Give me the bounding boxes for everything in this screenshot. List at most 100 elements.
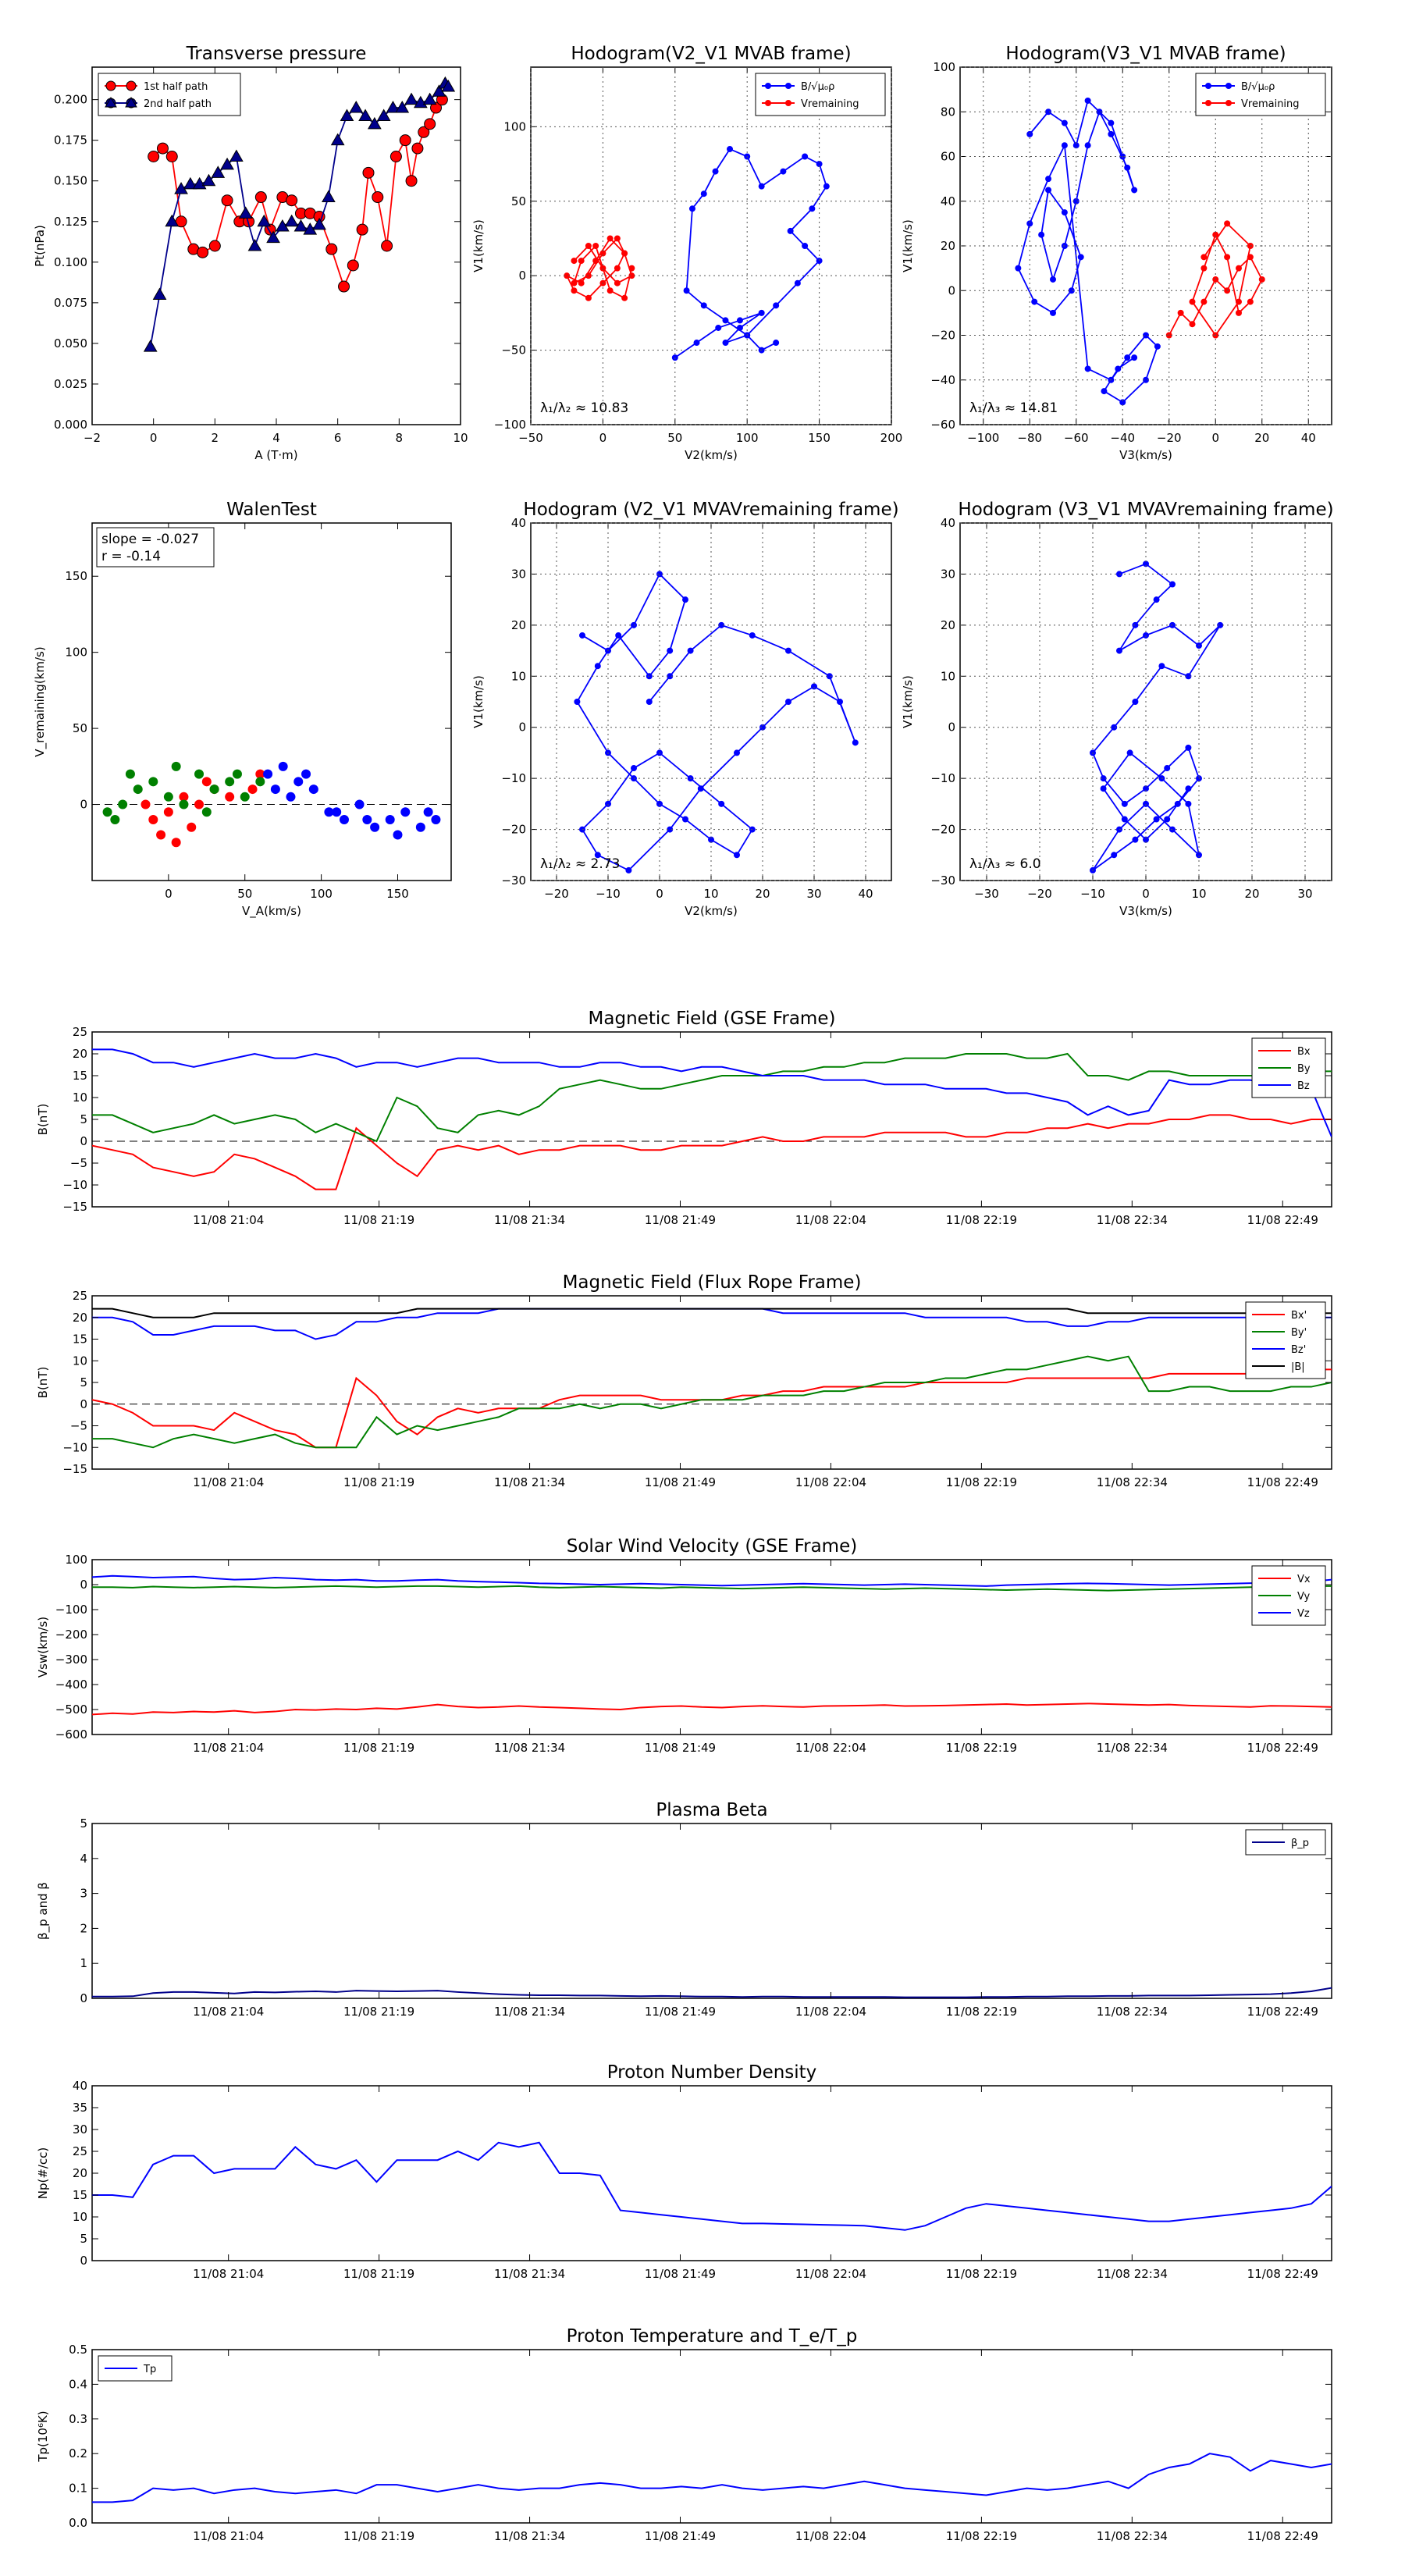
data-point [722,317,729,324]
data-point [1131,354,1138,361]
plot-data [574,571,859,873]
data-point [574,699,581,705]
chart-panel: −15 −10 −5 0 5 10 15 20 25 11/08 21:04 11/08 21:19… [36,1272,1332,1489]
x-tick-label: 30 [806,887,821,901]
chart-title: Hodogram (V2_V1 MVAVremaining frame) [523,500,898,520]
data-point [133,785,143,795]
data-point [347,259,359,272]
x-tick-label: 11/08 21:34 [494,2529,565,2543]
y-tick-label: 0 [80,798,87,812]
data-point [823,183,830,190]
y-tick-label: 20 [511,618,526,632]
data-point [736,324,743,331]
data-point [201,807,212,817]
plot-data [92,1048,1332,1190]
y-axis-label: V1(km/s) [471,675,486,728]
data-point [338,280,350,293]
y-tick-label: −10 [62,1440,87,1454]
legend-marker [1225,83,1232,89]
legend-marker [105,80,116,91]
x-tick-label: 11/08 21:49 [645,1475,716,1489]
data-point [1247,254,1254,261]
x-tick-label: 2 [212,431,219,445]
legend-marker [785,100,791,106]
x-tick-label: 11/08 22:34 [1097,2005,1168,2019]
y-tick-label: 20 [73,2166,87,2180]
data-point [395,101,410,113]
x-axis-label: V_A(km/s) [242,904,301,919]
y-tick-label: 20 [73,1047,87,1061]
x-tick-label: −100 [967,431,999,445]
chart-title: WalenTest [226,500,317,520]
data-point [286,792,296,802]
x-tick-label: 11/08 22:49 [1247,1475,1318,1489]
y-tick-label: 15 [73,1069,87,1083]
series-line [674,148,827,358]
data-point [1177,309,1184,316]
data-point [688,205,695,212]
y-tick-label: 80 [941,105,955,119]
data-point [278,761,288,771]
legend-label: Vremaining [1241,98,1300,110]
chart-panel: 0 5 10 15 20 25 30 35 40 11/08 21:04 11/08 21:19 11… [36,2062,1332,2281]
data-point [179,799,189,809]
chart-panel: −15 −10 −5 0 5 10 15 20 25 11/08 21:04 11/08 21:19… [36,1009,1332,1227]
y-tick-label: −500 [55,1703,87,1717]
x-tick-label: 0 [656,887,663,901]
data-point [1185,744,1192,751]
legend-marker [1205,83,1211,89]
legend-marker [765,83,771,89]
y-tick-label: −30 [930,873,955,888]
legend-box [1245,1301,1326,1379]
series-line [576,572,856,872]
y-tick-label: 15 [73,1332,87,1347]
data-point [682,596,688,603]
y-tick-label: 0.025 [54,377,87,391]
plot-data [1015,97,1265,406]
plot-data [564,145,830,361]
data-point [143,340,158,352]
y-axis-label: V1(km/s) [901,219,915,272]
legend-box [755,73,886,116]
legend-label: Vx [1297,1574,1311,1585]
y-tick-label: 0 [518,720,526,735]
chart-title: Hodogram (V3_V1 MVAVremaining frame) [958,500,1333,520]
data-point [255,777,265,787]
data-point [179,792,189,802]
y-tick-label: 0.050 [54,336,87,350]
chart-title: Magnetic Field (GSE Frame) [589,1009,836,1029]
data-point [340,109,354,121]
data-point [1236,265,1242,272]
y-axis-label: B(nT) [36,1104,50,1136]
data-point [700,302,707,309]
data-point [594,852,601,859]
data-point [1015,265,1022,272]
y-tick-label: 40 [73,2079,87,2093]
data-point [393,830,403,840]
data-point [1108,119,1115,126]
x-axis-label: V2(km/s) [685,904,738,918]
data-point [1108,130,1115,137]
y-tick-label: 100 [65,646,87,660]
y-tick-label: 30 [941,567,955,581]
data-point [599,265,606,272]
x-tick-label: 150 [386,887,409,901]
chart-panel: 0 1 2 3 4 5 11/08 21:04 11/08 21:19 11/08 21:34 1… [36,1800,1332,2019]
data-point [381,240,393,252]
data-point [102,807,112,817]
chart-panel: 0 50 100 150 0 50 100 150 WalenTest V_A(km/s) V_re… [33,500,452,919]
data-point [615,632,622,639]
legend-label: Bx' [1291,1310,1307,1322]
x-tick-label: 11/08 22:34 [1097,1475,1168,1489]
data-point [852,739,859,746]
chart-title: Solar Wind Velocity (GSE Frame) [567,1536,857,1557]
x-tick-label: 4 [272,431,280,445]
x-tick-label: 0 [1211,431,1219,445]
x-tick-label: 11/08 21:19 [343,1213,414,1227]
data-point [1038,231,1045,238]
data-point [1132,699,1139,705]
data-point [332,807,342,817]
x-tick-label: 50 [237,887,252,901]
x-tick-label: 11/08 21:34 [494,1741,565,1755]
data-point [1131,187,1138,194]
